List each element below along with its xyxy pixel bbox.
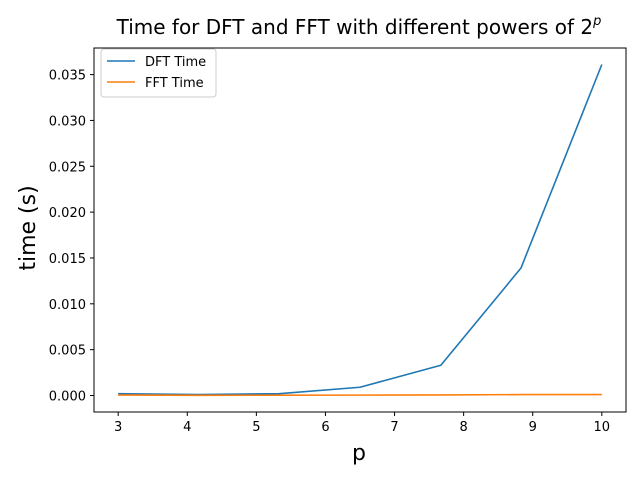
y-tick-label: 0.030	[49, 114, 86, 129]
legend: DFT Time FFT Time	[100, 48, 217, 98]
y-tick-label: 0.025	[49, 160, 86, 175]
x-axis-label: p	[352, 441, 366, 466]
x-tick-label: 6	[321, 420, 329, 435]
x-tick-label: 10	[594, 420, 611, 435]
title-superscript: p	[592, 14, 601, 29]
y-tick-label: 0.020	[49, 206, 86, 221]
y-tick-label: 0.015	[49, 252, 86, 267]
series-lines	[118, 64, 603, 397]
y-tick-label: 0.000	[49, 389, 86, 404]
x-tick-label: 7	[390, 420, 398, 435]
legend-label-dft: DFT Time	[145, 55, 206, 70]
y-axis-label: time (s)	[16, 185, 41, 270]
y-tick-label: 0.005	[49, 344, 86, 359]
x-tick-label: 5	[252, 420, 260, 435]
x-tick-label: 8	[459, 420, 467, 435]
legend-label-fft: FFT Time	[145, 76, 204, 91]
y-tick-label: 0.035	[49, 69, 86, 84]
y-tick-label: 0.010	[49, 298, 86, 313]
chart-title: Time for DFT and FFT with different powe…	[116, 14, 602, 39]
plot-area-frame	[93, 47, 627, 413]
axis-ticks: 3 4 5 6 7 8 9 10 0.000 0.005 0.010 0.015 0.020 0.025 0…	[49, 69, 610, 435]
x-tick-label: 3	[114, 420, 122, 435]
x-tick-label: 4	[183, 420, 191, 435]
fft-time-line	[118, 393, 602, 397]
x-tick-label: 9	[529, 420, 537, 435]
